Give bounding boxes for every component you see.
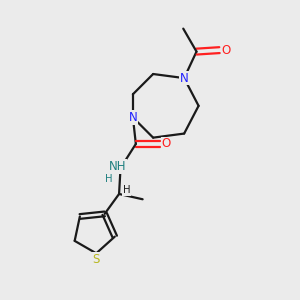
Text: N: N (128, 111, 137, 124)
Text: N: N (180, 72, 188, 85)
Text: S: S (93, 253, 100, 266)
Text: H: H (123, 185, 130, 195)
Text: O: O (221, 44, 231, 57)
Text: O: O (162, 137, 171, 150)
Text: NH: NH (109, 160, 126, 173)
Text: H: H (105, 174, 112, 184)
